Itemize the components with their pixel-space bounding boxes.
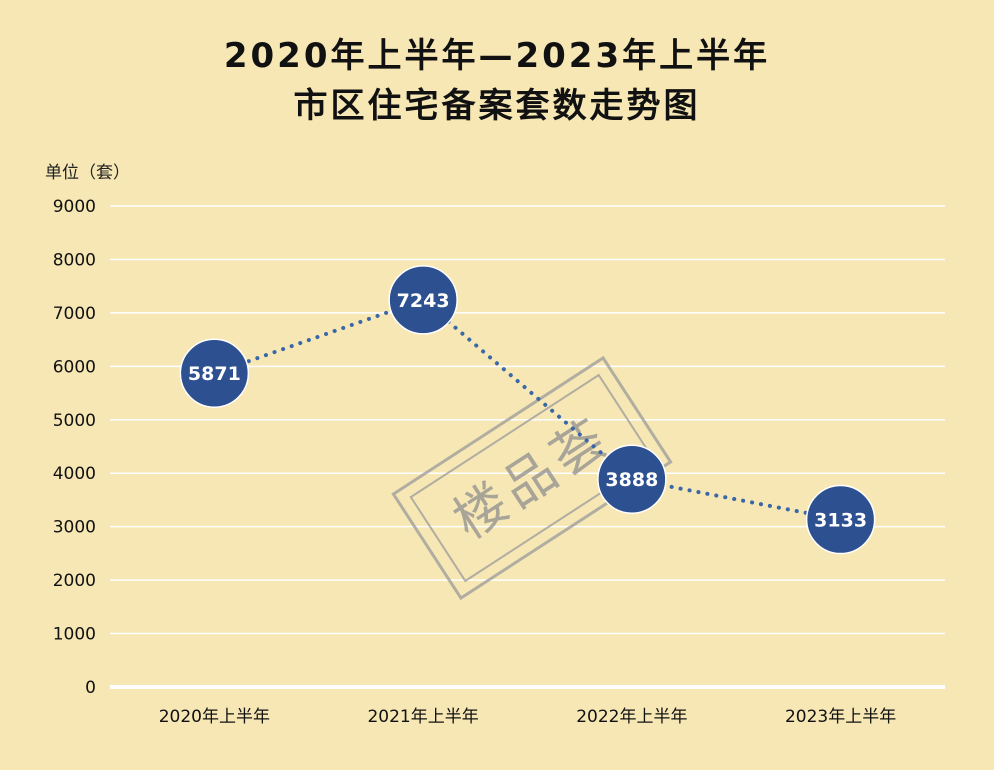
x-tick-label: 2022年上半年 <box>576 707 687 727</box>
y-tick-label: 1000 <box>53 625 96 645</box>
data-point-label: 3133 <box>814 510 867 532</box>
y-tick-label: 5000 <box>53 411 96 431</box>
data-points: 5871 7243 3888 3133 <box>179 265 876 555</box>
x-axis-ticks: 2020年上半年 2021年上半年 2022年上半年 2023年上半年 <box>159 707 897 727</box>
y-tick-label: 2000 <box>53 571 96 591</box>
y-tick-label: 6000 <box>53 357 96 377</box>
data-point-label: 7243 <box>397 290 450 312</box>
watermark-text: 楼品荟 <box>443 406 622 551</box>
y-tick-label: 0 <box>85 678 96 698</box>
y-axis-unit-label: 单位（套） <box>45 163 130 183</box>
chart-subtitle: 市区住宅备案套数走势图 <box>293 86 701 126</box>
y-tick-label: 8000 <box>53 250 96 270</box>
data-point-label: 5871 <box>188 363 241 385</box>
y-tick-label: 9000 <box>53 197 96 217</box>
grid-lines <box>110 205 945 689</box>
chart-title: 2020年上半年—2023年上半年 <box>223 36 771 76</box>
data-point-marker <box>805 484 876 555</box>
data-point-marker <box>388 265 458 335</box>
data-point-marker <box>179 338 250 408</box>
data-point-label: 3888 <box>605 469 658 491</box>
x-tick-label: 2020年上半年 <box>159 707 270 727</box>
data-point-marker <box>597 444 667 514</box>
x-tick-label: 2021年上半年 <box>367 707 478 727</box>
y-axis-ticks: 0 1000 2000 3000 4000 5000 6000 7000 8000 9000 <box>53 197 96 698</box>
series-line <box>212 297 843 522</box>
x-tick-label: 2023年上半年 <box>785 707 896 727</box>
y-tick-label: 3000 <box>53 518 96 538</box>
y-tick-label: 4000 <box>53 464 96 484</box>
y-tick-label: 7000 <box>53 304 96 324</box>
